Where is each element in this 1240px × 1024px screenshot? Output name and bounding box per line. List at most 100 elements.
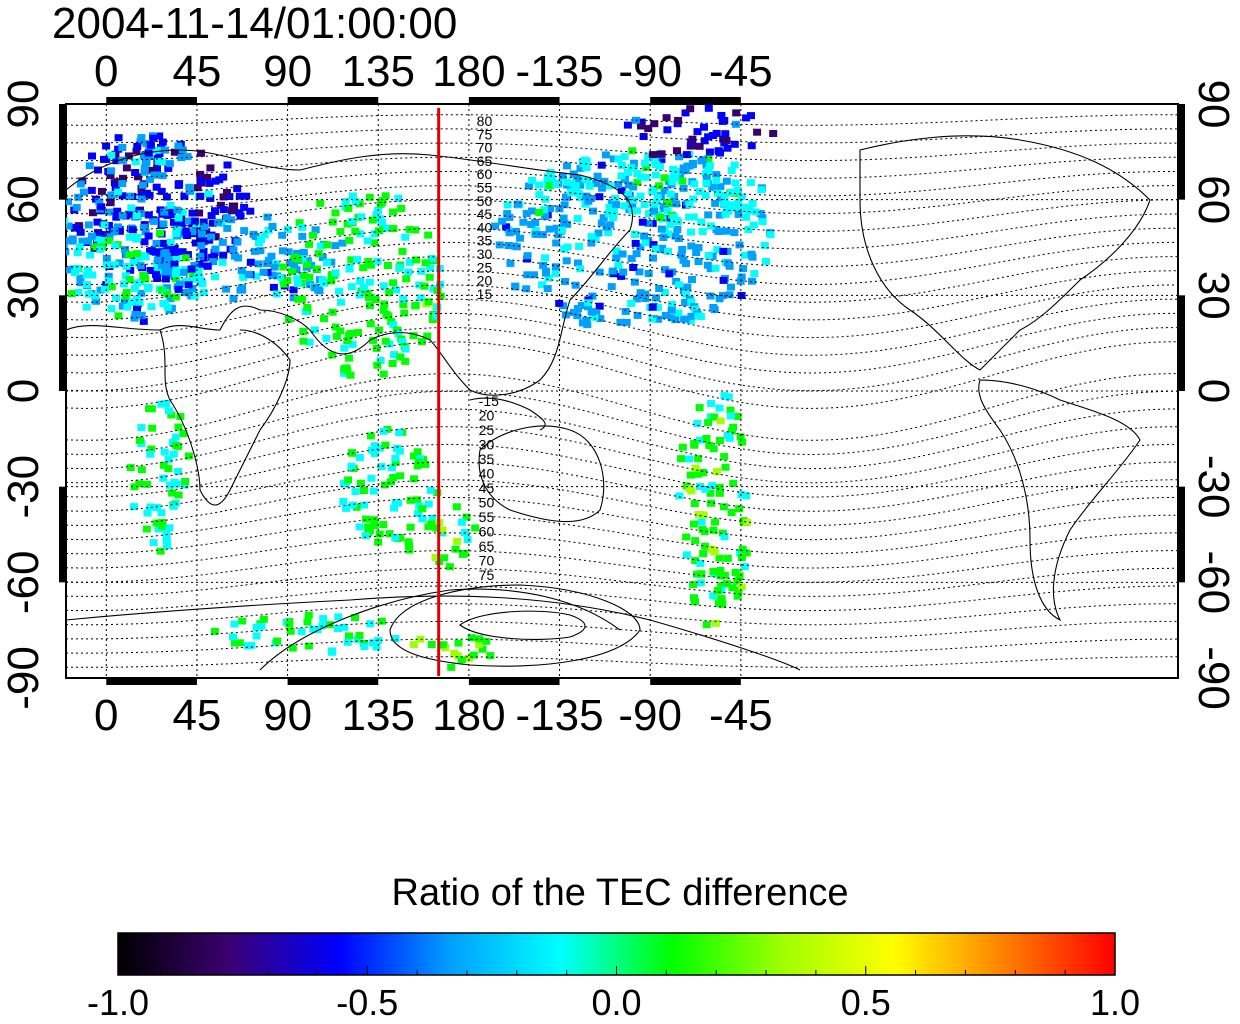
tec-pixel [636, 289, 645, 297]
tec-pixel [558, 226, 566, 234]
tec-pixel [141, 253, 150, 261]
tec-data-region [675, 392, 751, 629]
tec-pixel [162, 193, 171, 201]
tec-pixel [79, 188, 88, 196]
tec-pixel [682, 290, 690, 298]
tec-pixel [100, 221, 109, 229]
tec-pixel [727, 412, 735, 420]
tec-pixel [240, 227, 249, 235]
tec-pixel [347, 218, 356, 225]
tec-pixel [506, 259, 515, 267]
tec-pixel [130, 483, 139, 491]
tec-pixel [159, 474, 168, 482]
tec-pixel [653, 304, 662, 311]
tec-pixel [551, 270, 560, 278]
tec-pixel [146, 247, 154, 255]
tec-pixel [389, 208, 398, 216]
tec-pixel [375, 444, 384, 452]
tec-pixel [73, 264, 82, 272]
tec-pixel [337, 298, 345, 306]
tec-pixel [681, 109, 690, 117]
tec-pixel [120, 298, 129, 306]
tec-pixel [451, 545, 460, 553]
tec-pixel [174, 142, 183, 150]
colorbar-tick-label: 0.5 [840, 982, 891, 1023]
tec-pixel [82, 271, 91, 279]
tec-pixel [736, 277, 745, 285]
tec-pixel [418, 515, 427, 523]
magnetic-latitude-contour [66, 532, 1178, 569]
tec-pixel [710, 306, 719, 314]
tec-pixel [110, 228, 119, 236]
tec-pixel [578, 319, 587, 327]
mlat-label-north: 35 [477, 233, 493, 249]
tec-pixel [621, 307, 630, 315]
tec-pixel [750, 270, 759, 277]
tec-pixel [373, 361, 382, 369]
tec-pixel [357, 213, 366, 221]
tec-pixel [348, 192, 357, 200]
tec-pixel [398, 338, 407, 346]
tec-pixel [304, 611, 313, 619]
map-title: 2004-11-14/01:00:00 [52, 0, 458, 48]
tec-pixel [345, 236, 354, 244]
tec-pixel [139, 152, 148, 160]
tec-pixel [715, 211, 724, 219]
tec-pixel [677, 251, 686, 259]
tec-pixel [700, 137, 709, 145]
tec-pixel [257, 622, 266, 630]
tec-pixel [718, 117, 727, 125]
tec-pixel [396, 534, 405, 541]
tec-pixel [429, 285, 438, 293]
tec-pixel [454, 639, 463, 647]
tec-pixel [144, 283, 153, 291]
tec-pixel [96, 245, 105, 253]
tec-pixel [453, 652, 462, 660]
tec-pixel [540, 206, 549, 214]
tec-pixel [595, 302, 604, 310]
tec-pixel [199, 248, 208, 255]
tec-pixel [689, 520, 698, 528]
tec-pixel [102, 254, 111, 262]
tec-pixel [135, 436, 144, 444]
tec-pixel [629, 159, 638, 167]
tec-pixel [683, 162, 692, 170]
tec-pixel [531, 226, 540, 234]
tec-pixel [689, 195, 698, 203]
tec-pixel [598, 184, 606, 192]
bottom-lon-tick-label: 135 [342, 691, 415, 740]
magnetic-latitude-contour [66, 326, 1178, 392]
tec-pixel [223, 188, 231, 196]
tec-pixel [571, 281, 580, 289]
tec-pixel [366, 620, 375, 628]
tec-pixel [401, 233, 410, 241]
tec-pixel [690, 500, 699, 508]
tec-pixel [139, 317, 148, 325]
tec-pixel [711, 199, 720, 207]
tec-pixel [203, 262, 212, 270]
tec-pixel [157, 509, 166, 517]
tec-pixel [159, 461, 168, 469]
bottom-lon-tick-label: 90 [263, 691, 312, 740]
tec-pixel [165, 160, 174, 168]
tec-pixel [340, 479, 348, 487]
tec-pixel [742, 213, 751, 221]
tec-pixel [692, 249, 701, 256]
tec-pixel [107, 167, 115, 175]
tec-pixel [424, 231, 433, 239]
tec-pixel [76, 279, 85, 287]
tec-pixel [463, 536, 472, 544]
tec-pixel [671, 174, 680, 182]
tec-pixel [737, 193, 746, 201]
tec-pixel [688, 276, 696, 283]
tec-pixel [624, 181, 633, 189]
tec-pixel [190, 261, 199, 269]
tec-pixel [555, 205, 564, 213]
tec-pixel [567, 179, 576, 187]
tec-pixel [616, 318, 625, 326]
tec-pixel [650, 207, 658, 215]
tec-pixel [340, 365, 349, 373]
tec-pixel [375, 530, 384, 538]
tec-pixel [273, 272, 282, 280]
tec-pixel [405, 258, 414, 266]
